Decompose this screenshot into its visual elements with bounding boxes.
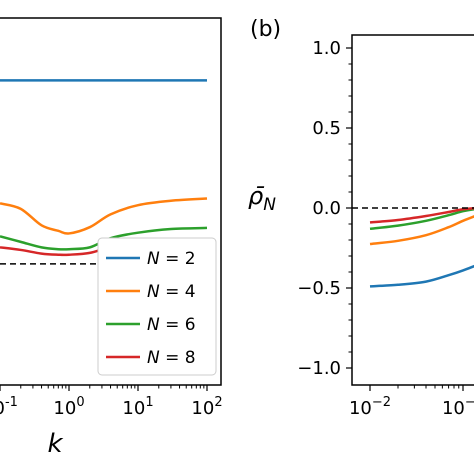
panel-a: 10-1 100 101 102 k N = 2 N = 4 N = 6 N = 8 xyxy=(0,18,223,459)
y-tick-label: −0.5 xyxy=(297,278,341,299)
legend: N = 2 N = 4 N = 6 N = 8 xyxy=(98,238,216,375)
legend-label: N = 6 xyxy=(147,315,196,335)
x-tick-label: 101 xyxy=(122,395,153,419)
panel-a-curves xyxy=(0,80,207,255)
legend-label: N = 2 xyxy=(147,249,196,269)
series-line-0 xyxy=(370,258,474,287)
panel-b-y-axis-label: ρ̄N xyxy=(248,182,276,215)
panel-a-x-axis-label: k xyxy=(47,429,63,459)
panel-b-label: (b) xyxy=(250,17,281,42)
y-tick-label: 0.5 xyxy=(312,118,341,139)
legend-label: N = 4 xyxy=(147,282,196,302)
y-tick-label: 1.0 xyxy=(312,38,341,59)
x-tick-label: 10−2 xyxy=(349,395,391,419)
legend-label: N = 8 xyxy=(147,348,196,368)
x-tick-label: 102 xyxy=(191,395,222,419)
panel-a-x-ticks: 10-1 100 101 102 xyxy=(0,385,223,419)
x-tick-label: 100 xyxy=(53,395,84,419)
series-line-3 xyxy=(370,208,474,222)
y-tick-label: 0.0 xyxy=(312,198,341,219)
y-tick-label: −1.0 xyxy=(297,358,341,379)
x-tick-label: 10−1 xyxy=(442,395,474,419)
panel-b: (b) 1.0 0.5 0.0 −0.5 −1.0 10−2 10−1 ρ̄N xyxy=(248,17,474,419)
panel-b-curves xyxy=(370,208,474,286)
y-axis-label-text: ρ̄N xyxy=(248,182,276,215)
x-tick-label: 10-1 xyxy=(0,395,18,419)
